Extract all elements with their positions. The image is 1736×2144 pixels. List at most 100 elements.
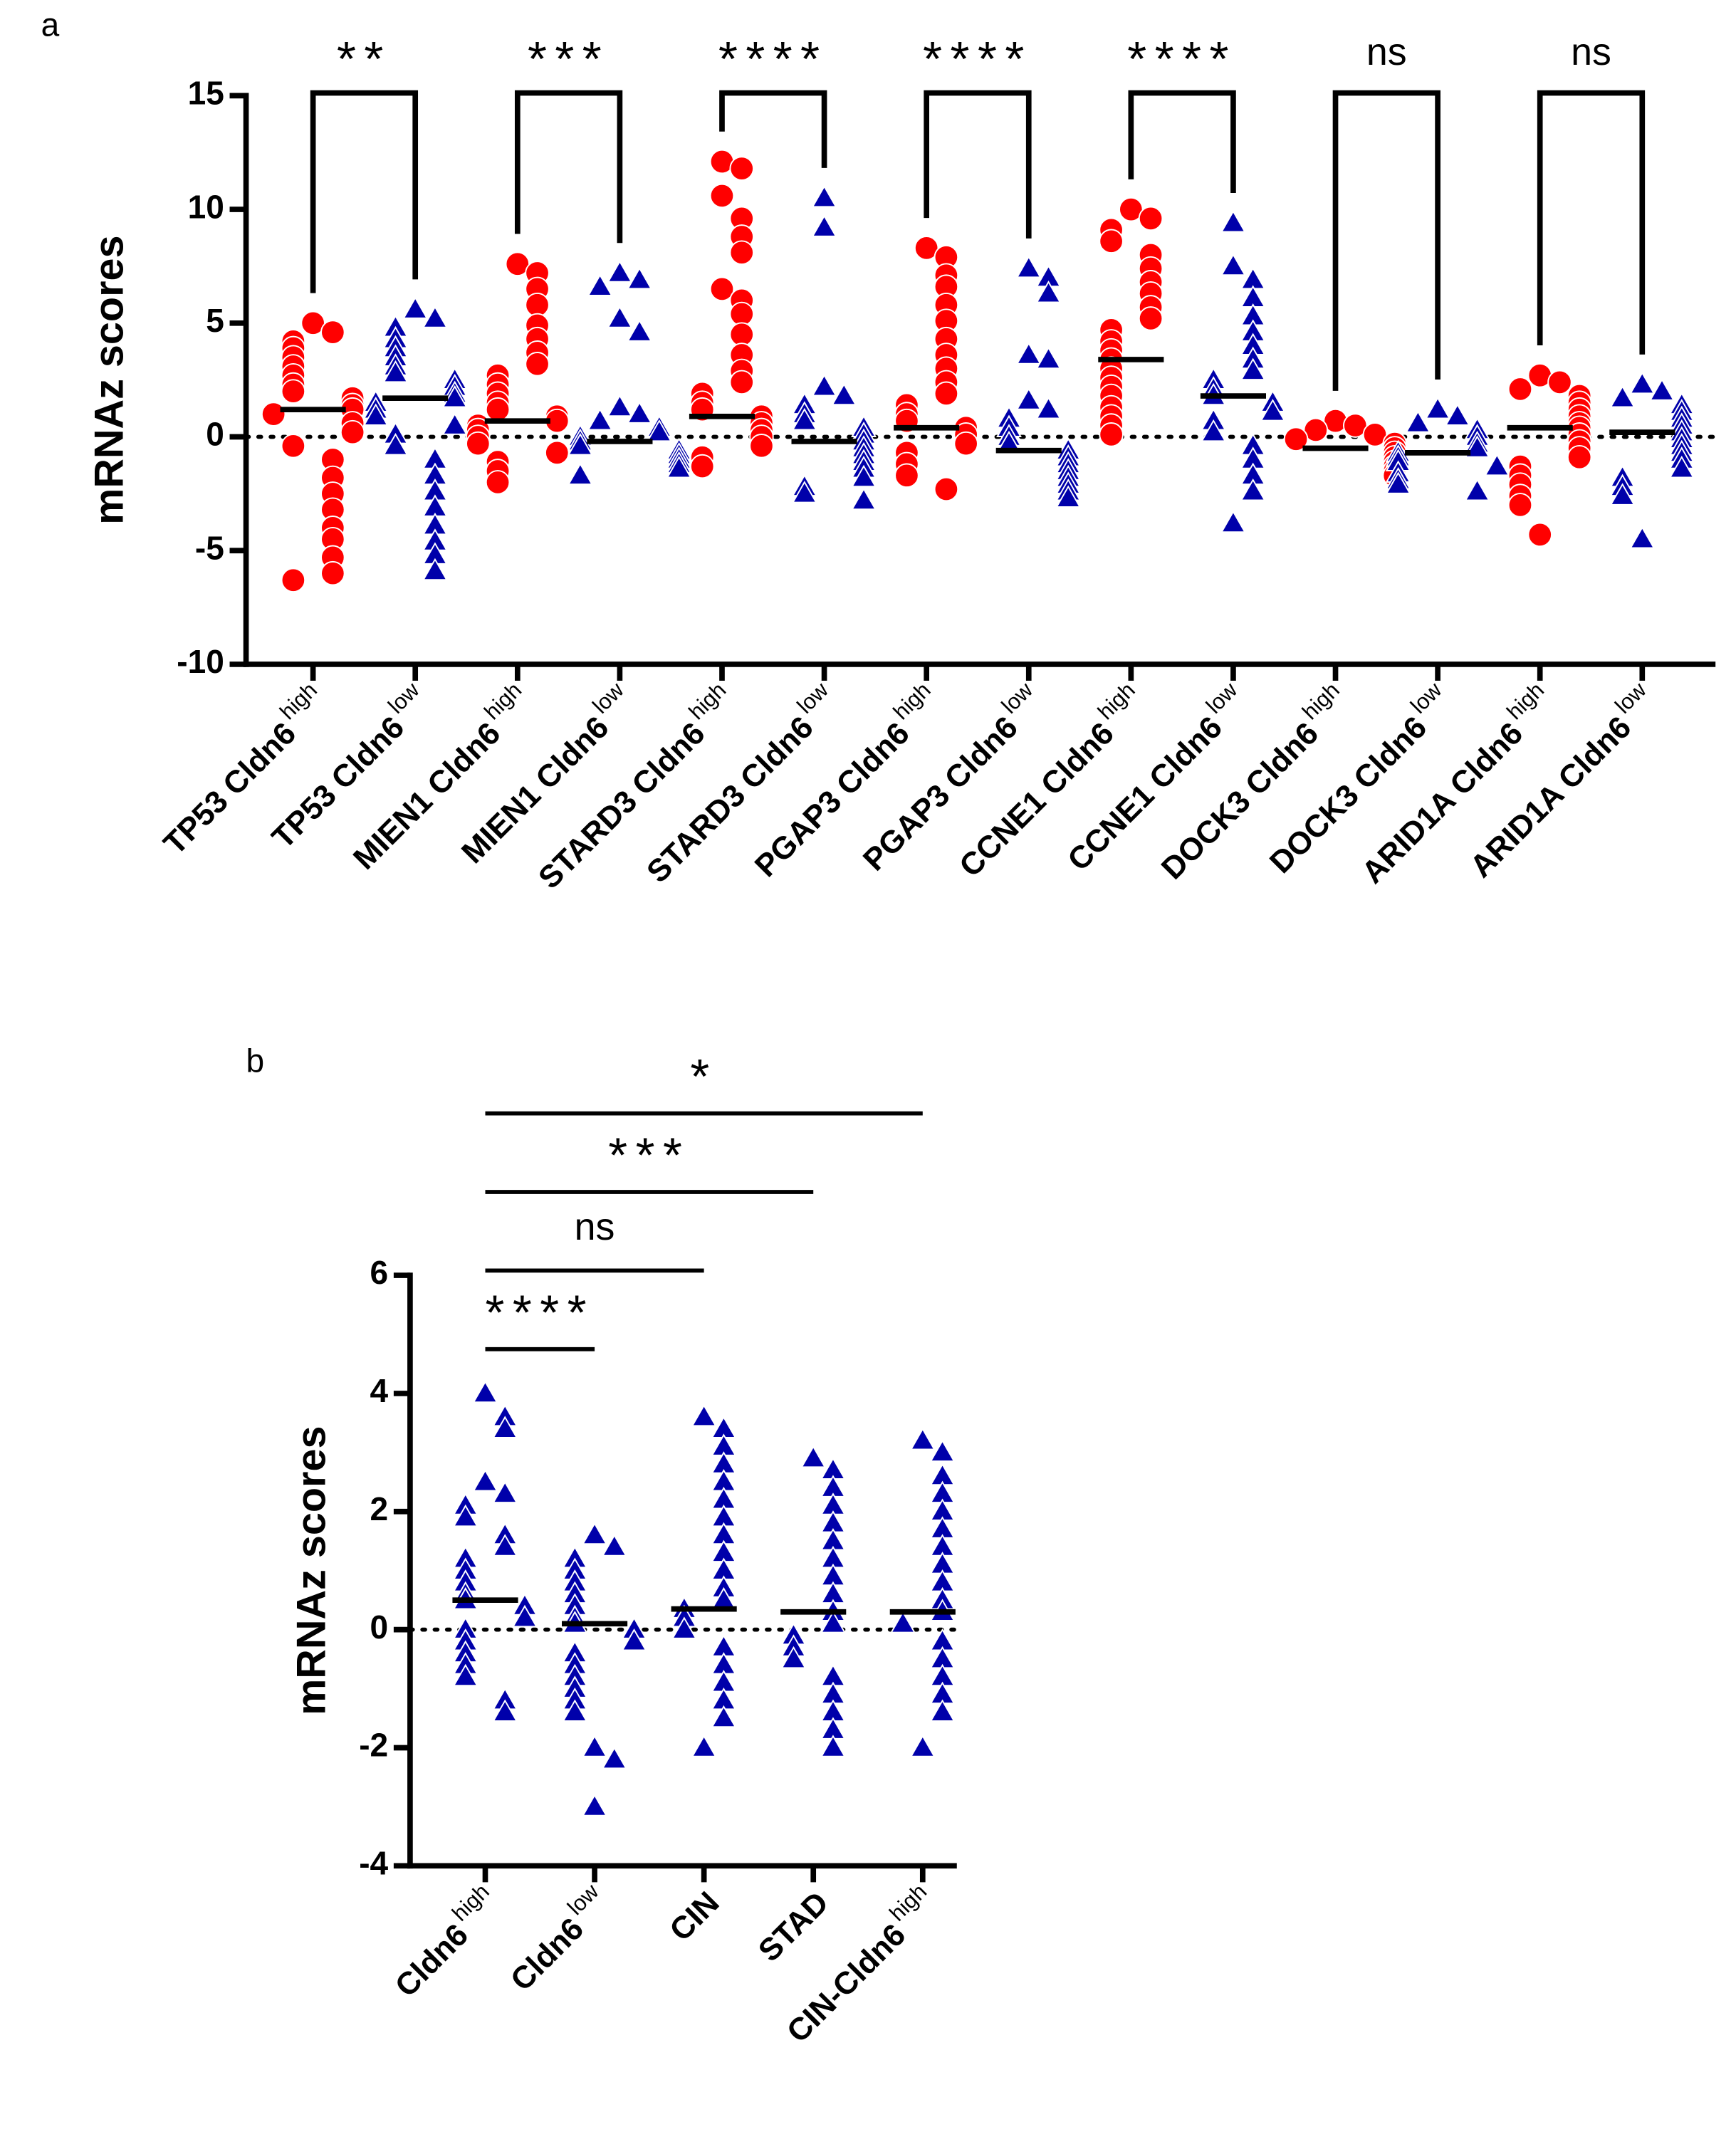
significance-label: *** (528, 31, 610, 87)
data-point (1527, 522, 1552, 548)
data-point (582, 1735, 608, 1757)
x-tick-label: PGAP3 Cldn6low (850, 677, 1050, 877)
data-point (1138, 206, 1164, 231)
data-point (1507, 493, 1533, 518)
data-point (567, 433, 593, 456)
y-tick-label: 4 (370, 1372, 389, 1409)
data-point (627, 401, 653, 424)
data-point (1567, 444, 1592, 470)
data-point (525, 292, 550, 318)
category-name: CIN (663, 1885, 726, 1947)
data-point (1507, 377, 1533, 402)
y-tick-label: 0 (206, 416, 224, 453)
category-superscript: high (1297, 677, 1344, 724)
x-tick-label: CCNE1 Cldn6low (1055, 677, 1255, 877)
data-point (811, 214, 837, 237)
y-axis-label: mRNAz scores (289, 1426, 335, 1715)
data-point (441, 385, 468, 408)
data-point (831, 382, 857, 406)
data-point (646, 419, 672, 442)
category-superscript: high (275, 677, 322, 724)
data-point (1629, 526, 1656, 549)
category-superscript: high (1093, 677, 1140, 724)
data-point (1609, 385, 1636, 408)
data-point (666, 455, 692, 479)
data-point (1668, 455, 1695, 479)
data-point (1283, 427, 1309, 451)
data-point (525, 352, 550, 377)
significance-label: ** (337, 31, 392, 87)
panel-label: a (41, 6, 60, 43)
significance-label: **** (923, 31, 1032, 87)
data-point (607, 305, 633, 328)
data-point (729, 301, 754, 327)
data-point (691, 1403, 717, 1427)
data-point (601, 1534, 627, 1557)
data-point (1220, 510, 1246, 533)
data-point (281, 568, 306, 593)
data-point (382, 433, 409, 456)
data-point (1260, 399, 1286, 422)
data-point (1484, 453, 1510, 476)
data-point (281, 434, 306, 459)
data-point (934, 476, 959, 502)
x-tick-label: Cldn6high (382, 1879, 507, 2004)
data-point (780, 1646, 807, 1669)
significance-bracket (1128, 90, 1236, 194)
data-point (1099, 229, 1124, 254)
data-point (929, 1699, 956, 1722)
data-point (320, 320, 345, 345)
data-point (582, 1522, 608, 1545)
data-point (472, 1469, 498, 1492)
data-point (820, 1611, 846, 1633)
category-name: Cldn6 (388, 1917, 474, 2003)
data-point (709, 183, 735, 209)
data-point (544, 440, 570, 466)
x-tick-label: MIEN1 Cldn6low (449, 677, 642, 870)
data-point (422, 305, 448, 328)
data-point (749, 434, 774, 459)
data-point (1035, 346, 1062, 370)
significance-bracket (924, 90, 1032, 239)
category-name: Cldn6 (504, 1911, 590, 1997)
data-point (934, 381, 959, 407)
category-superscript: high (479, 677, 526, 724)
data-point (851, 487, 877, 511)
significance-label: **** (485, 1285, 595, 1340)
significance-label: **** (1127, 31, 1237, 87)
y-tick-label: 5 (206, 302, 224, 339)
data-point (1240, 357, 1266, 381)
category-superscript: high (447, 1879, 494, 1926)
data-point (441, 412, 468, 435)
data-point (422, 558, 448, 581)
data-point (472, 1380, 498, 1403)
data-point (689, 454, 715, 479)
data-point (512, 1604, 538, 1628)
data-point (627, 266, 653, 290)
data-point (362, 403, 389, 426)
y-tick-label: 2 (370, 1490, 389, 1527)
data-point (1138, 306, 1164, 331)
category-superscript: high (684, 677, 731, 724)
data-point (1405, 410, 1431, 433)
x-tick-label: Cldn6low (498, 1878, 617, 1997)
data-point (1055, 485, 1082, 508)
data-point (492, 1534, 518, 1557)
data-point (452, 1663, 479, 1687)
data-point (562, 1699, 588, 1722)
data-point (1201, 419, 1227, 442)
data-point (587, 407, 613, 431)
significance-label: ns (575, 1206, 615, 1248)
data-point (729, 240, 754, 266)
significance-label: **** (718, 31, 828, 87)
data-point (811, 184, 837, 208)
data-point (1015, 255, 1042, 278)
y-tick-label: 10 (188, 188, 224, 225)
y-axis-label: mRNAz scores (87, 235, 132, 524)
data-point (1220, 253, 1246, 276)
data-point (452, 1504, 479, 1527)
data-point (1464, 478, 1490, 501)
data-point (582, 1794, 608, 1816)
